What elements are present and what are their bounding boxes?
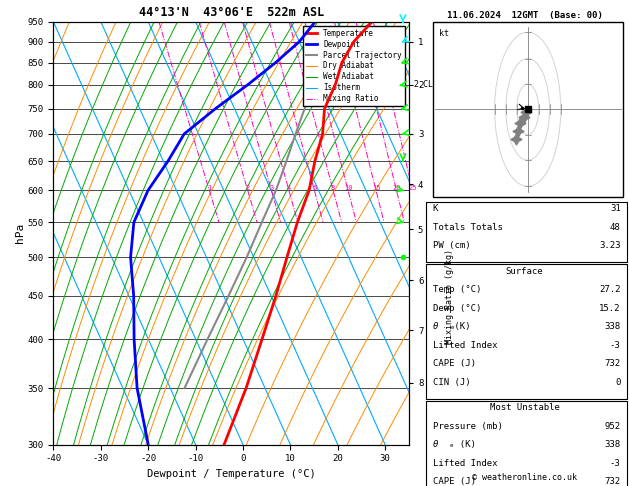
Text: 1: 1 — [207, 185, 211, 191]
Text: ₑ(K): ₑ(K) — [449, 322, 471, 331]
Bar — [426, 401, 627, 486]
Text: Most Unstable: Most Unstable — [489, 403, 560, 413]
Text: 0: 0 — [615, 378, 621, 387]
Text: 10: 10 — [343, 185, 352, 191]
Text: 338: 338 — [604, 322, 621, 331]
Text: kt: kt — [439, 29, 449, 38]
Title: 44°13'N  43°06'E  522m ASL: 44°13'N 43°06'E 522m ASL — [138, 6, 324, 19]
Text: 11.06.2024  12GMT  (Base: 00): 11.06.2024 12GMT (Base: 00) — [447, 11, 603, 20]
Y-axis label: km
ASL: km ASL — [440, 223, 457, 244]
Text: Lifted Index: Lifted Index — [433, 459, 497, 468]
Text: 2.CL: 2.CL — [413, 80, 433, 89]
Text: 732: 732 — [604, 359, 621, 368]
Text: CAPE (J): CAPE (J) — [433, 477, 476, 486]
Text: Totals Totals: Totals Totals — [433, 223, 503, 232]
Legend: Temperature, Dewpoint, Parcel Trajectory, Dry Adiabat, Wet Adiabat, Isotherm, Mi: Temperature, Dewpoint, Parcel Trajectory… — [303, 26, 405, 106]
Text: 25: 25 — [408, 185, 417, 191]
Text: ₑ (K): ₑ (K) — [449, 440, 476, 450]
Text: -3: -3 — [610, 341, 621, 350]
Text: Pressure (mb): Pressure (mb) — [433, 422, 503, 431]
Text: Lifted Index: Lifted Index — [433, 341, 497, 350]
Text: -3: -3 — [610, 459, 621, 468]
Text: 27.2: 27.2 — [599, 285, 621, 295]
X-axis label: Dewpoint / Temperature (°C): Dewpoint / Temperature (°C) — [147, 469, 316, 479]
Text: 15: 15 — [372, 185, 380, 191]
Text: © weatheronline.co.uk: © weatheronline.co.uk — [472, 473, 577, 482]
Text: 48: 48 — [610, 223, 621, 232]
Text: Dewp (°C): Dewp (°C) — [433, 304, 481, 313]
Text: Mixing Ratio (g/kg): Mixing Ratio (g/kg) — [445, 249, 454, 344]
Text: PW (cm): PW (cm) — [433, 241, 470, 250]
Text: 4: 4 — [287, 185, 291, 191]
Text: 952: 952 — [604, 422, 621, 431]
Text: 15.2: 15.2 — [599, 304, 621, 313]
Bar — [426, 202, 627, 262]
Text: 3: 3 — [269, 185, 274, 191]
Text: K: K — [433, 204, 438, 213]
Text: 3.23: 3.23 — [599, 241, 621, 250]
Text: 8: 8 — [331, 185, 335, 191]
FancyBboxPatch shape — [433, 22, 623, 197]
Text: θ: θ — [433, 440, 438, 450]
Text: CAPE (J): CAPE (J) — [433, 359, 476, 368]
Text: 2: 2 — [245, 185, 250, 191]
Text: θ: θ — [433, 322, 438, 331]
Bar — [426, 264, 627, 399]
Y-axis label: hPa: hPa — [15, 223, 25, 243]
Text: 732: 732 — [604, 477, 621, 486]
Text: Temp (°C): Temp (°C) — [433, 285, 481, 295]
Text: 338: 338 — [604, 440, 621, 450]
Text: 31: 31 — [610, 204, 621, 213]
Text: 6: 6 — [312, 185, 316, 191]
Text: CIN (J): CIN (J) — [433, 378, 470, 387]
Text: 20: 20 — [392, 185, 401, 191]
Text: Surface: Surface — [506, 267, 543, 276]
